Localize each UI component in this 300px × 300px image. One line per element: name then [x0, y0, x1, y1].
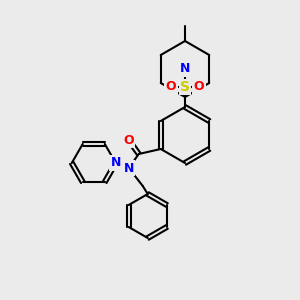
Text: N: N: [124, 161, 134, 175]
Text: S: S: [180, 80, 190, 94]
Text: N: N: [180, 62, 190, 76]
Text: O: O: [166, 80, 176, 94]
Text: O: O: [123, 134, 134, 146]
Text: N: N: [111, 157, 121, 169]
Text: O: O: [194, 80, 204, 94]
